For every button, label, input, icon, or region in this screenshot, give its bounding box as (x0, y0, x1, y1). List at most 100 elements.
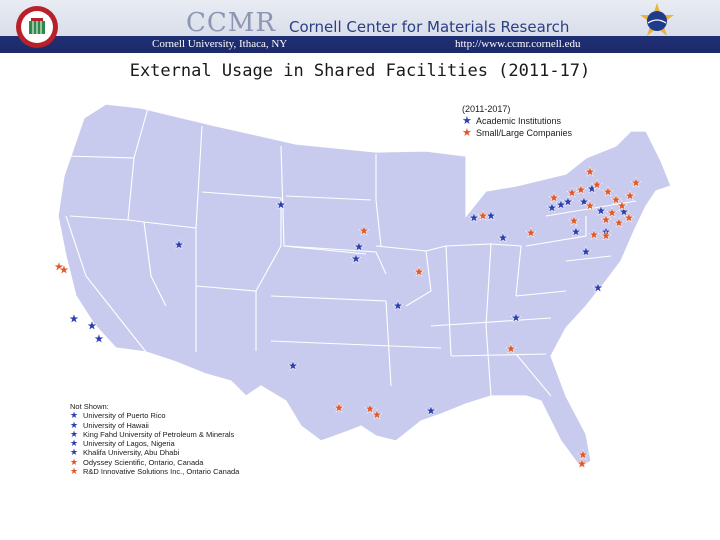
legend: (2011-2017) ★ Academic Institutions ★ Sm… (462, 103, 572, 139)
company-star: ★ (333, 401, 345, 416)
brand-wordmark: CCMR (186, 8, 276, 38)
star-icon: ★ (70, 428, 79, 439)
company-star: ★ (568, 214, 580, 229)
not-shown-heading: Not Shown: (70, 402, 109, 411)
not-shown-label: R&D Innovative Solutions Inc., Ontario C… (83, 467, 240, 477)
academic-star: ★ (485, 209, 497, 224)
not-shown-item: ★ R&D Innovative Solutions Inc., Ontario … (70, 466, 240, 477)
company-star: ★ (413, 265, 425, 280)
company-star: ★ (505, 342, 517, 357)
not-shown-item: ★ Khalifa University, Abu Dhabi (70, 447, 239, 458)
legend-period: (2011-2017) (462, 104, 511, 114)
not-shown-label: University of Puerto Rico (83, 411, 166, 421)
company-star: ★ (610, 193, 622, 208)
star-icon: ★ (462, 127, 472, 139)
not-shown-item: ★ Odyssey Scientific, Ontario, Canada (70, 456, 239, 467)
academic-star: ★ (600, 225, 612, 240)
header-banner: CCMR Cornell Center for Materials Resear… (0, 0, 720, 53)
header-band (0, 0, 720, 53)
legend-item-companies: ★ Small/Large Companies (462, 127, 572, 139)
not-shown-label: Khalifa University, Abu Dhabi (83, 448, 180, 458)
company-star: ★ (591, 178, 603, 193)
us-outline (57, 103, 672, 469)
academic-star: ★ (586, 182, 598, 197)
academic-star: ★ (578, 195, 590, 210)
company-star: ★ (577, 448, 589, 463)
company-star: ★ (600, 229, 612, 244)
academic-star: ★ (425, 404, 437, 419)
company-star: ★ (525, 226, 537, 241)
academic-star: ★ (392, 299, 404, 314)
company-star: ★ (602, 185, 614, 200)
academic-star: ★ (287, 359, 299, 374)
company-star: ★ (584, 165, 596, 180)
legend-label: Small/Large Companies (476, 128, 573, 138)
company-star: ★ (616, 199, 628, 214)
star-icon: ★ (70, 447, 79, 458)
not-shown-item: ★ University of Hawaii (70, 419, 239, 430)
academic-star: ★ (350, 252, 362, 267)
company-star: ★ (584, 199, 596, 214)
company-star: ★ (566, 186, 578, 201)
not-shown-label: University of Hawaii (83, 420, 149, 430)
legend-item-academic: ★ Academic Institutions (462, 115, 572, 127)
academic-star: ★ (275, 198, 287, 213)
company-star: ★ (588, 228, 600, 243)
company-star: ★ (371, 408, 383, 423)
academic-star: ★ (468, 211, 480, 226)
university-location: Cornell University, Ithaca, NY (152, 38, 288, 50)
state-borders (65, 107, 637, 397)
not-shown-item: ★ University of Lagos, Nigeria (70, 438, 239, 449)
academic-star: ★ (580, 245, 592, 260)
company-star: ★ (630, 176, 642, 191)
star-icon: ★ (70, 456, 79, 467)
academic-star: ★ (555, 198, 567, 213)
academic-star: ★ (173, 238, 185, 253)
company-star: ★ (624, 189, 636, 204)
not-shown-list: Not Shown: ★ University of Puerto Rico ★ U… (70, 402, 239, 476)
academic-star: ★ (86, 319, 98, 334)
us-map: ★ ★ ★ ★ ★ ★ ★ ★ ★ ★ ★ ★ ★ ★ ★ ★ ★ ★ ★ ★ … (53, 103, 672, 472)
academic-star: ★ (353, 240, 365, 255)
star-icon: ★ (70, 438, 79, 449)
not-shown-item: ★ King Fahd University of Petroleum & Min… (70, 428, 239, 439)
slide-title: External Usage in Shared Facilities (201… (129, 61, 591, 81)
academic-star: ★ (562, 195, 574, 210)
academic-star: ★ (68, 312, 80, 327)
legend-label: Academic Institutions (476, 116, 562, 126)
academic-star: ★ (618, 205, 630, 220)
academic-star: ★ (592, 281, 604, 296)
star-icon: ★ (70, 466, 79, 477)
company-star: ★ (358, 224, 370, 239)
academic-star: ★ (497, 231, 509, 246)
academic-star: ★ (93, 332, 105, 347)
company-star: ★ (606, 206, 618, 221)
not-shown-label: King Fahd University of Petroleum & Mine… (83, 429, 235, 439)
company-star: ★ (613, 216, 625, 231)
nsf-logo-icon (640, 3, 674, 36)
star-icon: ★ (70, 419, 79, 430)
star-icon: ★ (70, 410, 79, 421)
company-markers: ★ ★ ★ ★ ★ ★ ★ ★ ★ ★ ★ ★ ★ ★ ★ ★ ★ ★ ★ ★ … (53, 165, 642, 472)
company-star: ★ (576, 457, 588, 472)
not-shown-label: Odyssey Scientific, Ontario, Canada (83, 457, 204, 467)
ccmr-seal-icon (16, 6, 58, 48)
website-url[interactable]: http://www.ccmr.cornell.edu (455, 38, 581, 50)
company-star: ★ (364, 402, 376, 417)
academic-star: ★ (546, 201, 558, 216)
company-star: ★ (477, 209, 489, 224)
company-star: ★ (53, 260, 65, 275)
not-shown-item: ★ University of Puerto Rico (70, 410, 239, 421)
academic-star: ★ (570, 225, 582, 240)
company-star: ★ (600, 213, 612, 228)
star-icon: ★ (462, 115, 472, 127)
company-star: ★ (575, 183, 587, 198)
company-star: ★ (58, 263, 70, 278)
company-star: ★ (548, 191, 560, 206)
not-shown-label: University of Lagos, Nigeria (83, 439, 175, 449)
company-star: ★ (623, 211, 635, 226)
academic-star: ★ (595, 204, 607, 219)
header-title: Cornell Center for Materials Research (289, 18, 570, 36)
academic-star: ★ (510, 311, 522, 326)
academic-markers: ★ ★ ★ ★ ★ ★ ★ ★ ★ ★ ★ ★ ★ ★ ★ ★ ★ ★ ★ ★ … (68, 182, 630, 419)
